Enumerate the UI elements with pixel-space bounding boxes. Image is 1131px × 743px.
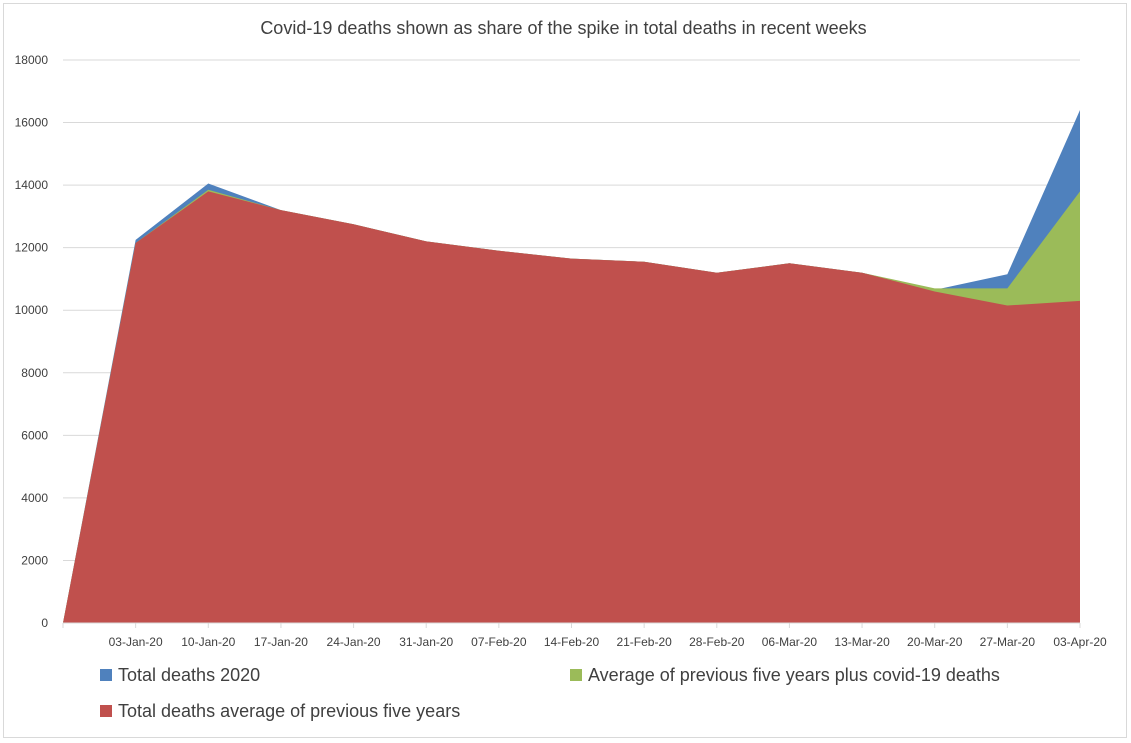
y-tick-label: 10000 xyxy=(15,303,49,317)
x-tick-label: 03-Jan-20 xyxy=(109,635,163,649)
legend-item-average-plus-covid: Average of previous five years plus covi… xyxy=(570,665,1000,686)
legend-swatch-blue xyxy=(100,669,112,681)
x-tick-label: 17-Jan-20 xyxy=(254,635,308,649)
y-tick-label: 0 xyxy=(41,616,48,630)
legend-item-total-deaths-2020: Total deaths 2020 xyxy=(100,665,260,686)
chart-title: Covid-19 deaths shown as share of the sp… xyxy=(260,18,867,38)
y-tick-label: 2000 xyxy=(21,553,48,567)
x-tick-label: 06-Mar-20 xyxy=(762,635,818,649)
area-series-2 xyxy=(63,191,1080,623)
legend-item-average-previous-five-years: Total deaths average of previous five ye… xyxy=(100,701,460,722)
legend-label: Total deaths average of previous five ye… xyxy=(118,701,461,721)
legend-swatch-red xyxy=(100,705,112,717)
y-tick-label: 18000 xyxy=(15,53,49,67)
legend-label: Total deaths 2020 xyxy=(118,665,261,685)
x-tick-label: 20-Mar-20 xyxy=(907,635,963,649)
legend-swatch-green xyxy=(570,669,582,681)
x-tick-label: 27-Mar-20 xyxy=(980,635,1036,649)
x-tick-label: 24-Jan-20 xyxy=(327,635,381,649)
x-tick-label: 28-Feb-20 xyxy=(689,635,745,649)
x-tick-label: 31-Jan-20 xyxy=(399,635,453,649)
x-tick-label: 07-Feb-20 xyxy=(471,635,527,649)
y-tick-label: 8000 xyxy=(21,366,48,380)
y-tick-label: 16000 xyxy=(15,116,49,130)
y-tick-label: 6000 xyxy=(21,428,48,442)
x-tick-label: 14-Feb-20 xyxy=(544,635,600,649)
x-tick-label: 03-Apr-20 xyxy=(1053,635,1107,649)
y-tick-label: 12000 xyxy=(15,241,49,255)
y-tick-label: 14000 xyxy=(15,178,49,192)
x-tick-label: 21-Feb-20 xyxy=(616,635,672,649)
x-tick-label: 13-Mar-20 xyxy=(834,635,890,649)
legend-label: Average of previous five years plus covi… xyxy=(588,665,1000,685)
x-tick-label: 10-Jan-20 xyxy=(181,635,235,649)
y-tick-label: 4000 xyxy=(21,491,48,505)
